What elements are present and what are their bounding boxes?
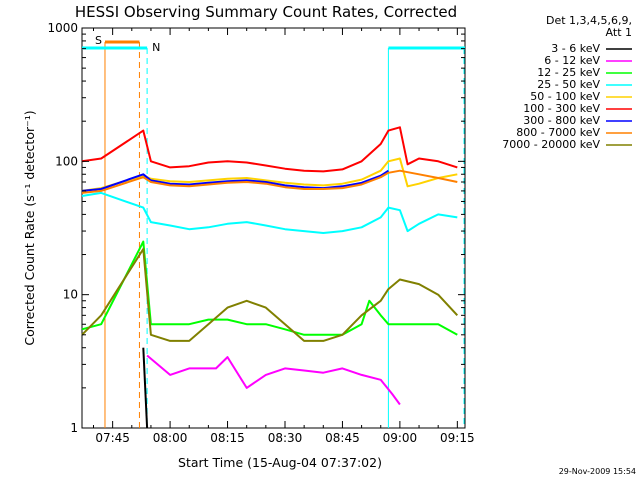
- y-tick-label: 10: [63, 288, 78, 302]
- x-tick-label: 08:00: [153, 431, 188, 445]
- legend-header: Det 1,3,4,5,6,9,: [546, 14, 632, 27]
- legend-label-800-7000: 800 - 7000 keV: [516, 126, 600, 139]
- series-25-50: [81, 191, 458, 234]
- series-7000-20000: [81, 248, 459, 342]
- legend-label-3-6: 3 - 6 keV: [551, 42, 600, 55]
- y-axis-label: Corrected Count Rate (s⁻¹ detector⁻¹): [22, 110, 37, 345]
- legend-label-7000-20000: 7000 - 20000 keV: [502, 138, 600, 151]
- y-tick-label: 1000: [47, 21, 78, 35]
- series-6-12: [146, 354, 401, 406]
- series-300-800: [81, 169, 389, 192]
- plot-frame: [81, 27, 466, 429]
- legend-label-300-800: 300 - 800 keV: [523, 114, 600, 127]
- series-800-7000: [81, 169, 458, 194]
- x-tick-label: 08:45: [325, 431, 360, 445]
- axis-layer: 07:45 08:00 08:15 08:30 08:45 09:00 09:15 1 10 10…: [47, 21, 474, 445]
- series-layer: [81, 126, 459, 429]
- x-tick-label: 07:45: [95, 431, 130, 445]
- x-tick-label: 08:30: [268, 431, 303, 445]
- x-tick-label: 09:15: [440, 431, 475, 445]
- series-3-6: [142, 347, 149, 429]
- legend-label-100-300: 100 - 300 keV: [523, 102, 600, 115]
- series-100-300: [81, 126, 458, 173]
- y-tick-label: 1: [70, 421, 78, 435]
- legend-label-6-12: 6 - 12 keV: [544, 54, 600, 67]
- legend-label-50-100: 50 - 100 keV: [530, 90, 600, 103]
- footer-date: 29-Nov-2009 15:54: [559, 467, 636, 476]
- legend-label-25-50: 25 - 50 keV: [537, 78, 600, 91]
- attenuator-label: S: [95, 34, 102, 47]
- annotation-layer: SN: [82, 34, 465, 428]
- x-tick-label: 09:00: [383, 431, 418, 445]
- y-tick-label: 100: [55, 154, 78, 168]
- x-tick-label: 08:15: [210, 431, 245, 445]
- legend-header: Att 1: [606, 26, 632, 39]
- chart-title: HESSI Observing Summary Count Rates, Cor…: [75, 3, 457, 21]
- legend-label-12-25: 12 - 25 keV: [537, 66, 600, 79]
- night-label: N: [152, 41, 160, 54]
- x-axis-label: Start Time (15-Aug-04 07:37:02): [178, 455, 382, 470]
